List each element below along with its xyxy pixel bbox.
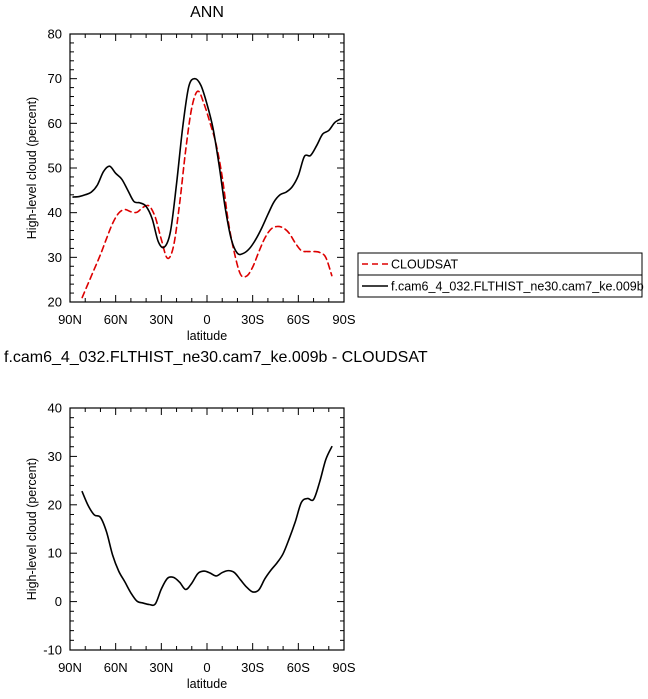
y-tick-label: 40 [48,205,62,220]
bottom-panel: f.cam6_4_032.FLTHIST_ne30.cam7_ke.009b -… [4,349,428,691]
series-line-cloudsat [81,90,333,299]
x-tick-label: 60N [104,312,128,327]
y-axis-label: High-level cloud (percent) [25,458,39,600]
y-axis-label: High-level cloud (percent) [25,97,39,239]
y-tick-label: 60 [48,116,62,131]
y-tick-label: 0 [55,594,62,609]
top-panel: ANN 90N 60N 30N 0 30S 60S 90S 20 30 40 50 60 70 80 lati… [25,4,356,343]
legend-label: f.cam6_4_032.FLTHIST_ne30.cam7_ke.009b [391,280,644,294]
x-tick-label: 90S [332,312,355,327]
y-tick-label: 70 [48,71,62,86]
y-tick-label: 20 [48,497,62,512]
x-tick-label: 30N [149,312,173,327]
x-tick-label: 60S [287,660,310,675]
x-tick-label: 60S [287,312,310,327]
y-tick-label: 80 [48,27,62,42]
x-tick-label: 30S [241,660,264,675]
x-tick-label: 0 [203,312,210,327]
x-axis-label: latitude [187,329,227,343]
y-tick-label: 40 [48,401,62,416]
x-tick-label: 60N [104,660,128,675]
chart-title: f.cam6_4_032.FLTHIST_ne30.cam7_ke.009b -… [4,349,428,366]
y-tick-label: -10 [43,643,62,658]
y-tick-label: 50 [48,161,62,176]
series-line-model [72,77,342,256]
y-tick-label: 30 [48,449,62,464]
legend-label: CLOUDSAT [391,258,459,272]
x-tick-label: 0 [203,660,210,675]
y-tick-label: 30 [48,250,62,265]
y-tick-label: 20 [48,295,62,310]
series-line-difference [81,445,333,607]
x-tick-label: 30S [241,312,264,327]
x-tick-label: 90S [332,660,355,675]
chart-title: ANN [190,4,224,21]
y-tick-label: 10 [48,546,62,561]
legend: CLOUDSAT f.cam6_4_032.FLTHIST_ne30.cam7_k… [357,252,644,298]
x-tick-label: 30N [149,660,173,675]
x-axis-label: latitude [187,677,227,691]
x-tick-label: 90N [58,312,82,327]
plot-frame [69,407,345,651]
x-tick-label: 90N [58,660,82,675]
